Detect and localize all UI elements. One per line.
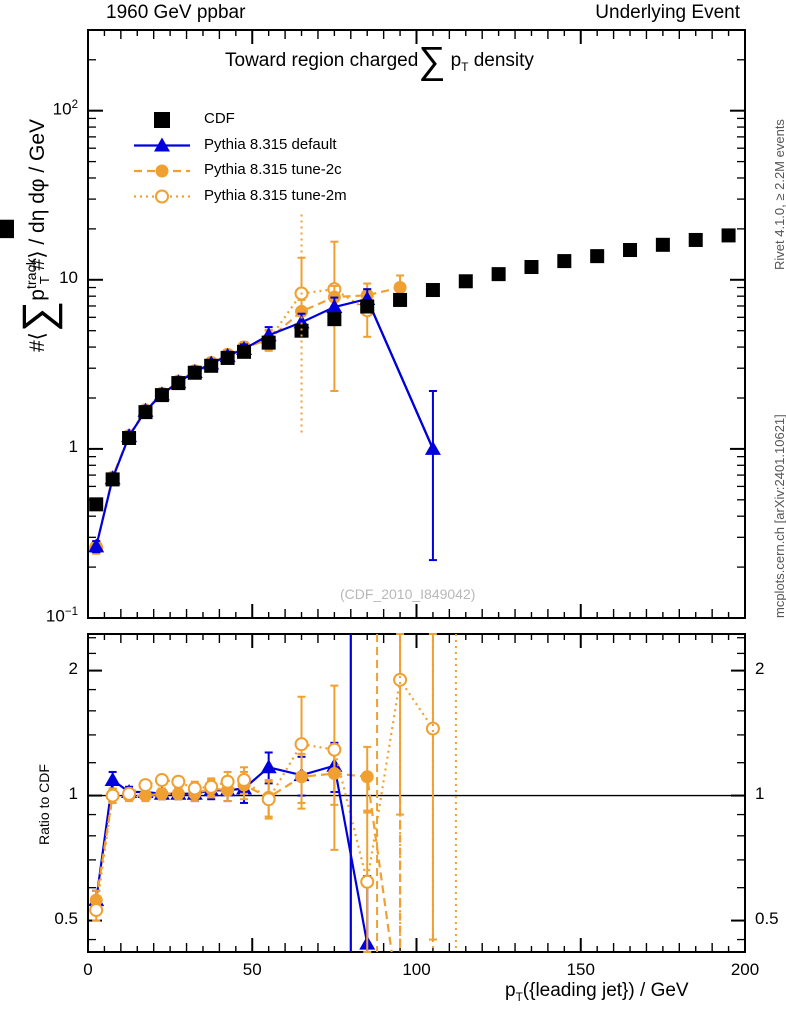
- data-marker-square: [655, 237, 670, 252]
- data-marker-square: [220, 350, 235, 365]
- ratio-y-tick-label-right-1: 1: [755, 783, 765, 803]
- data-series-line: [95, 288, 368, 549]
- data-marker-square: [261, 335, 276, 350]
- data-marker-square: [623, 243, 638, 258]
- data-marker-circle: [237, 773, 252, 788]
- data-marker-square: [204, 358, 219, 373]
- ratio-series-group: [95, 772, 393, 952]
- data-marker-circle: [138, 778, 153, 793]
- data-marker-square: [458, 274, 473, 289]
- legend-label-0: CDF: [204, 110, 235, 127]
- data-marker-triangle: [260, 759, 277, 774]
- data-marker-circle: [261, 792, 276, 807]
- data-marker-square: [187, 365, 202, 380]
- data-marker-triangle: [154, 137, 170, 152]
- ratio-series-line: [95, 772, 393, 952]
- data-marker-square: [557, 254, 572, 269]
- legend-label-2: Pythia 8.315 tune-2c: [204, 161, 342, 178]
- data-marker-circle: [294, 737, 309, 752]
- y-tick-label-2: 1: [68, 436, 78, 456]
- x-tick-label-3: 150: [566, 960, 595, 979]
- x-tick-label-1: 50: [242, 960, 262, 979]
- data-marker-circle: [327, 742, 342, 757]
- sum-glyph: ∑: [418, 40, 446, 82]
- data-marker-circle: [155, 787, 169, 801]
- x-tick-label-4: 200: [730, 960, 760, 979]
- data-marker-circle: [155, 164, 169, 178]
- data-marker-square: [491, 267, 506, 282]
- y-tick-label-1: 10: [59, 267, 78, 287]
- data-series-line: [366, 298, 434, 450]
- data-marker-circle: [360, 770, 374, 784]
- data-marker-circle: [220, 774, 235, 789]
- data-marker-circle: [360, 874, 375, 889]
- ratio-y-tick-label-right-2: 0.5: [755, 908, 779, 928]
- plot-title-prefix: Toward region charged: [225, 50, 419, 71]
- data-marker-square: [294, 323, 309, 338]
- data-marker-square: [122, 430, 137, 445]
- x-axis-label: pT({leading jet}) / GeV: [505, 980, 689, 1004]
- legend-label-3: Pythia 8.315 tune-2m: [204, 186, 347, 204]
- data-marker-square: [393, 292, 408, 307]
- data-marker-square: [171, 376, 186, 391]
- data-marker-square: [721, 228, 736, 243]
- data-marker-square: [154, 112, 170, 128]
- data-marker-square: [138, 405, 153, 420]
- y-tick-label-3: 10−1: [45, 606, 78, 626]
- data-marker-circle: [393, 672, 408, 687]
- data-marker-circle: [154, 773, 169, 788]
- data-marker-circle: [393, 281, 407, 295]
- data-marker-square: [105, 472, 120, 487]
- x-tick-label-2: 100: [402, 960, 431, 979]
- data-marker-circle: [425, 721, 440, 736]
- data-marker-square: [590, 249, 605, 264]
- data-marker-circle: [187, 781, 202, 796]
- ratio-y-tick-label-1: 1: [68, 783, 78, 803]
- plot-title: Toward region charged∑ pT density: [225, 42, 534, 80]
- header-right: Underlying Event: [595, 2, 740, 23]
- x-label-p: p: [505, 980, 516, 1001]
- data-marker-circle: [171, 787, 185, 801]
- legend-label-1: Pythia 8.315 default: [204, 135, 337, 153]
- x-label-rest: ({leading jet}) / GeV: [522, 980, 689, 1001]
- y-tick-label-0: 102: [52, 98, 78, 119]
- x-tick-label-0: 0: [83, 960, 93, 979]
- header-left: 1960 GeV ppbar: [106, 2, 246, 23]
- analysis-watermark: (CDF_2010_I849042): [340, 586, 476, 602]
- data-marker-square: [327, 312, 342, 327]
- data-marker-square: [154, 388, 169, 403]
- data-marker-square: [425, 283, 440, 298]
- data-marker-circle: [204, 779, 219, 794]
- data-marker-triangle: [88, 538, 105, 553]
- data-marker-square: [237, 344, 252, 359]
- ratio-y-tick-label-right-0: 2: [755, 658, 765, 678]
- data-marker-square: [688, 232, 703, 247]
- data-marker-triangle: [326, 299, 343, 314]
- x-label-sub: T: [515, 990, 523, 1004]
- title-p-sub: T: [461, 60, 469, 74]
- data-marker-circle: [155, 189, 169, 204]
- main-panel-frame: [87, 29, 746, 619]
- data-marker-circle: [89, 903, 104, 918]
- ratio-y-tick-label-2: 0.5: [54, 908, 78, 928]
- data-marker-circle: [171, 774, 186, 789]
- data-marker-square: [0, 219, 14, 234]
- data-marker-square: [89, 497, 104, 512]
- data-marker-square: [360, 299, 375, 314]
- plot-title-suffix: density: [473, 50, 534, 71]
- data-marker-square: [524, 260, 539, 275]
- ratio-y-tick-label-0: 2: [68, 658, 78, 678]
- data-marker-circle: [122, 786, 137, 801]
- title-p: p: [450, 50, 462, 71]
- data-marker-triangle: [104, 772, 121, 787]
- data-marker-circle: [105, 788, 120, 803]
